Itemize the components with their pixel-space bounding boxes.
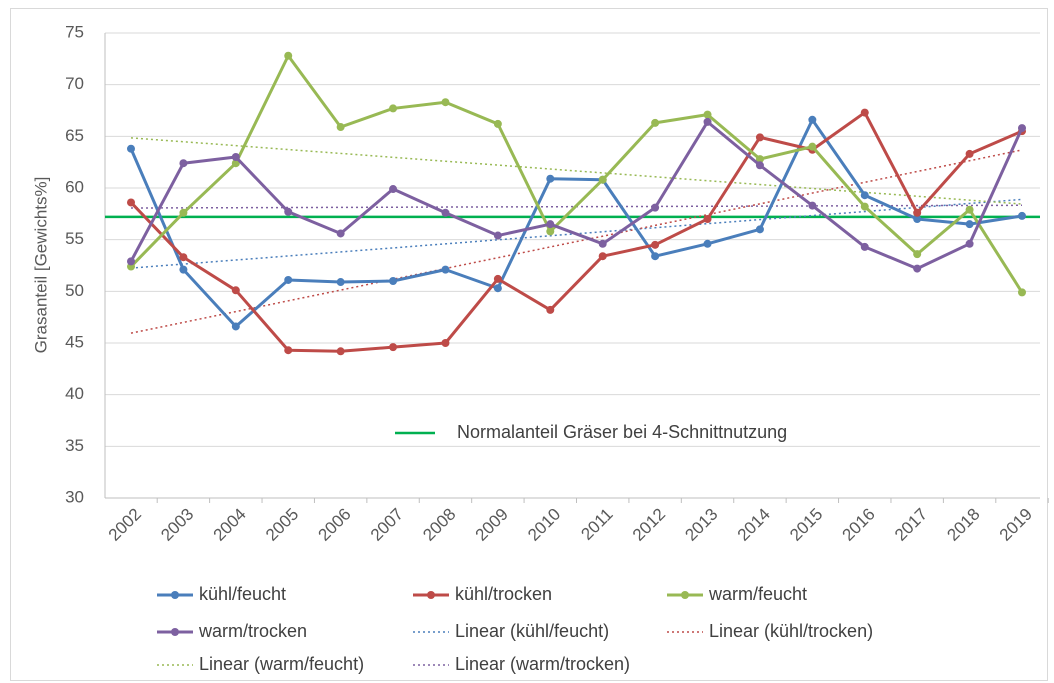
y-axis-label: Grasanteil [Gewichts%] (31, 177, 50, 354)
data-point (965, 220, 974, 229)
data-point (808, 142, 817, 151)
legend-label: Linear (kühl/trocken) (709, 621, 873, 641)
data-point (651, 203, 660, 212)
legend-label: warm/feucht (708, 584, 807, 604)
trend-line (130, 149, 1023, 334)
data-point (703, 239, 712, 248)
data-point (389, 277, 398, 285)
data-point (336, 347, 345, 356)
data-point (913, 208, 922, 217)
data-point (179, 208, 188, 217)
data-point (1018, 288, 1026, 297)
series-line (129, 54, 1024, 294)
data-point (755, 161, 764, 170)
legend-label: Linear (kühl/feucht) (455, 621, 609, 641)
data-point (389, 104, 398, 113)
data-point (231, 322, 240, 331)
data-point (755, 225, 764, 234)
data-point (336, 229, 345, 238)
data-point (389, 185, 398, 194)
data-point (913, 264, 922, 273)
reference-label: Normalanteil Gräser bei 4-Schnittnutzung (457, 422, 787, 442)
legend-marker (171, 591, 179, 599)
series-line (129, 118, 1023, 328)
trend-line (130, 137, 1023, 205)
data-point (284, 207, 293, 216)
y-tick-label: 70 (65, 74, 84, 93)
data-point (441, 98, 450, 107)
data-point (493, 231, 502, 240)
data-point (336, 278, 345, 287)
y-tick-label: 45 (65, 332, 84, 351)
chart-frame (10, 8, 1048, 681)
series-line (129, 111, 1023, 353)
data-point (389, 343, 398, 352)
data-point (860, 108, 869, 117)
legend-label: Linear (warm/trocken) (455, 654, 630, 674)
data-point (598, 239, 607, 248)
data-point (127, 198, 135, 207)
data-point (755, 133, 764, 142)
data-point (546, 174, 555, 183)
data-point (965, 149, 974, 158)
data-point (913, 250, 922, 259)
data-point (598, 175, 607, 184)
data-point (493, 119, 502, 128)
data-point (703, 110, 712, 119)
data-point (651, 240, 660, 249)
y-tick-label: 35 (65, 436, 84, 455)
data-point (493, 284, 502, 293)
data-point (703, 215, 712, 223)
data-point (598, 252, 607, 261)
data-point (231, 286, 240, 295)
data-point (965, 205, 974, 214)
data-point (860, 202, 869, 211)
data-point (546, 305, 555, 314)
y-tick-label: 65 (65, 126, 84, 145)
data-point (284, 275, 293, 284)
y-tick-label: 50 (65, 281, 84, 300)
legend-marker (427, 591, 435, 599)
legend-label: kühl/feucht (199, 584, 286, 604)
data-point (913, 215, 922, 223)
data-point (546, 220, 555, 229)
y-tick-label: 60 (65, 177, 84, 196)
series-line (129, 120, 1024, 271)
y-tick-label: 40 (65, 384, 84, 403)
data-point (441, 339, 450, 347)
data-point (860, 242, 869, 251)
data-point (127, 257, 135, 266)
data-point (1018, 124, 1026, 133)
data-point (651, 252, 660, 261)
y-tick-label: 75 (65, 22, 84, 41)
data-point (284, 346, 293, 355)
data-point (651, 118, 660, 127)
data-point (755, 155, 764, 164)
legend-label: warm/trocken (198, 621, 307, 641)
legend-marker (171, 628, 179, 636)
data-point (1018, 211, 1026, 220)
data-point (336, 123, 345, 132)
legend-label: kühl/trocken (455, 584, 552, 604)
data-point (441, 265, 450, 274)
data-point (965, 239, 974, 248)
data-point (441, 208, 450, 217)
data-point (179, 265, 188, 274)
data-point (493, 274, 502, 283)
data-point (231, 153, 240, 161)
data-point (179, 253, 188, 262)
data-point (703, 117, 712, 126)
data-point (284, 51, 293, 60)
data-point (808, 115, 817, 124)
data-point (127, 144, 135, 153)
data-point (808, 201, 817, 210)
legend-label: Linear (warm/feucht) (199, 654, 364, 674)
data-point (546, 227, 555, 236)
y-tick-label: 30 (65, 487, 84, 506)
y-tick-label: 55 (65, 229, 84, 248)
data-point (860, 191, 869, 200)
legend-marker (681, 591, 689, 599)
data-point (179, 159, 188, 168)
